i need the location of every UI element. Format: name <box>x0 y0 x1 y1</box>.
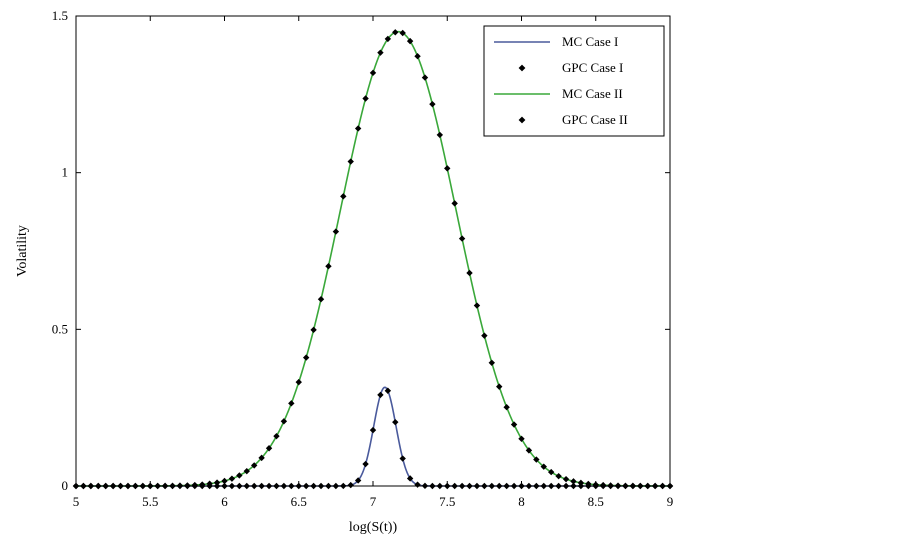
data-point <box>265 445 273 452</box>
legend-swatch-marker <box>518 116 526 124</box>
data-point <box>213 479 221 486</box>
data-point <box>406 37 414 45</box>
x-tick-label: 5.5 <box>142 494 158 509</box>
series-line-mc-case-i <box>76 386 670 487</box>
legend-label: MC Case I <box>562 34 618 49</box>
legend-label: GPC Case II <box>562 112 628 127</box>
data-point <box>251 462 258 469</box>
x-tick-label: 5 <box>73 494 80 509</box>
legend-label: GPC Case I <box>562 60 623 75</box>
data-point <box>525 447 533 454</box>
ticks-layer: 5 5.5 6 6.5 7 7.5 8 8.5 9 0 0.5 1 1.5 <box>52 8 674 509</box>
y-tick-label: 0.5 <box>52 321 68 336</box>
legend-swatch-marker <box>518 64 526 72</box>
data-point <box>369 426 377 434</box>
data-point <box>369 69 377 77</box>
legend-item: GPC Case II <box>518 112 628 127</box>
x-tick-label: 7.5 <box>439 494 455 509</box>
x-tick-label: 6.5 <box>291 494 307 509</box>
data-point <box>570 478 577 485</box>
data-point <box>302 354 310 361</box>
data-point <box>377 49 384 56</box>
legend-item: MC Case I <box>494 34 618 49</box>
data-point <box>585 480 592 488</box>
y-tick-label: 1.5 <box>52 8 68 23</box>
data-point <box>436 131 444 139</box>
data-point <box>458 235 466 242</box>
data-point <box>399 455 406 462</box>
legend-label: MC Case II <box>562 86 623 101</box>
data-point <box>347 158 354 165</box>
x-axis-label: log(S(t)) <box>349 520 398 535</box>
data-point <box>258 454 265 462</box>
data-point <box>325 263 332 270</box>
x-tick-label: 7 <box>370 494 377 509</box>
legend-item: GPC Case I <box>518 60 623 75</box>
data-point <box>533 456 540 463</box>
y-tick-label: 1 <box>62 165 69 180</box>
data-point <box>384 35 392 43</box>
data-point <box>577 479 585 487</box>
data-point <box>503 403 510 411</box>
data-point <box>399 29 406 37</box>
data-point <box>510 421 518 428</box>
data-point <box>466 269 473 277</box>
data-point <box>414 481 421 488</box>
data-point <box>451 200 458 207</box>
data-point <box>392 418 399 426</box>
data-point <box>488 359 495 366</box>
data-point <box>273 432 280 440</box>
data-point <box>406 475 414 482</box>
legend: MC Case I GPC Case I MC Case II GPC Case II <box>483 25 665 137</box>
data-point <box>236 472 243 479</box>
data-point <box>310 326 317 334</box>
x-tick-label: 8 <box>518 494 525 509</box>
data-point <box>429 100 436 108</box>
data-point <box>340 193 347 200</box>
data-point <box>354 477 362 484</box>
data-point <box>243 467 250 475</box>
data-point <box>481 332 488 339</box>
series-markers-gpc-case-i <box>72 387 674 490</box>
data-point <box>421 74 429 81</box>
data-point <box>221 477 228 485</box>
x-tick-label: 6 <box>221 494 228 509</box>
data-point <box>347 481 354 489</box>
y-axis-label: Volatility <box>15 225 30 277</box>
y-tick-label: 0 <box>62 478 69 493</box>
data-point <box>607 482 614 489</box>
data-point <box>280 418 288 425</box>
data-point <box>599 481 607 489</box>
data-point <box>392 29 399 36</box>
data-point <box>362 460 369 468</box>
data-point <box>206 480 213 487</box>
data-point <box>518 435 525 443</box>
data-point <box>555 472 562 480</box>
data-point <box>288 400 295 407</box>
data-point <box>354 125 362 132</box>
data-point <box>562 475 570 483</box>
data-point <box>191 481 198 489</box>
data-point <box>548 468 555 476</box>
x-tick-label: 8.5 <box>588 494 604 509</box>
data-point <box>362 95 369 102</box>
data-point <box>295 378 302 386</box>
x-tick-label: 9 <box>667 494 674 509</box>
data-point <box>540 463 547 470</box>
data-point <box>444 165 451 172</box>
data-point <box>414 53 421 60</box>
data-point <box>332 228 340 235</box>
data-point <box>184 482 191 489</box>
data-point <box>228 475 236 482</box>
data-point <box>496 383 503 390</box>
data-point <box>377 391 384 399</box>
data-point <box>473 302 481 309</box>
legend-box <box>483 25 665 137</box>
data-point <box>317 296 325 303</box>
data-point <box>384 387 392 394</box>
legend-item: MC Case II <box>494 86 623 101</box>
